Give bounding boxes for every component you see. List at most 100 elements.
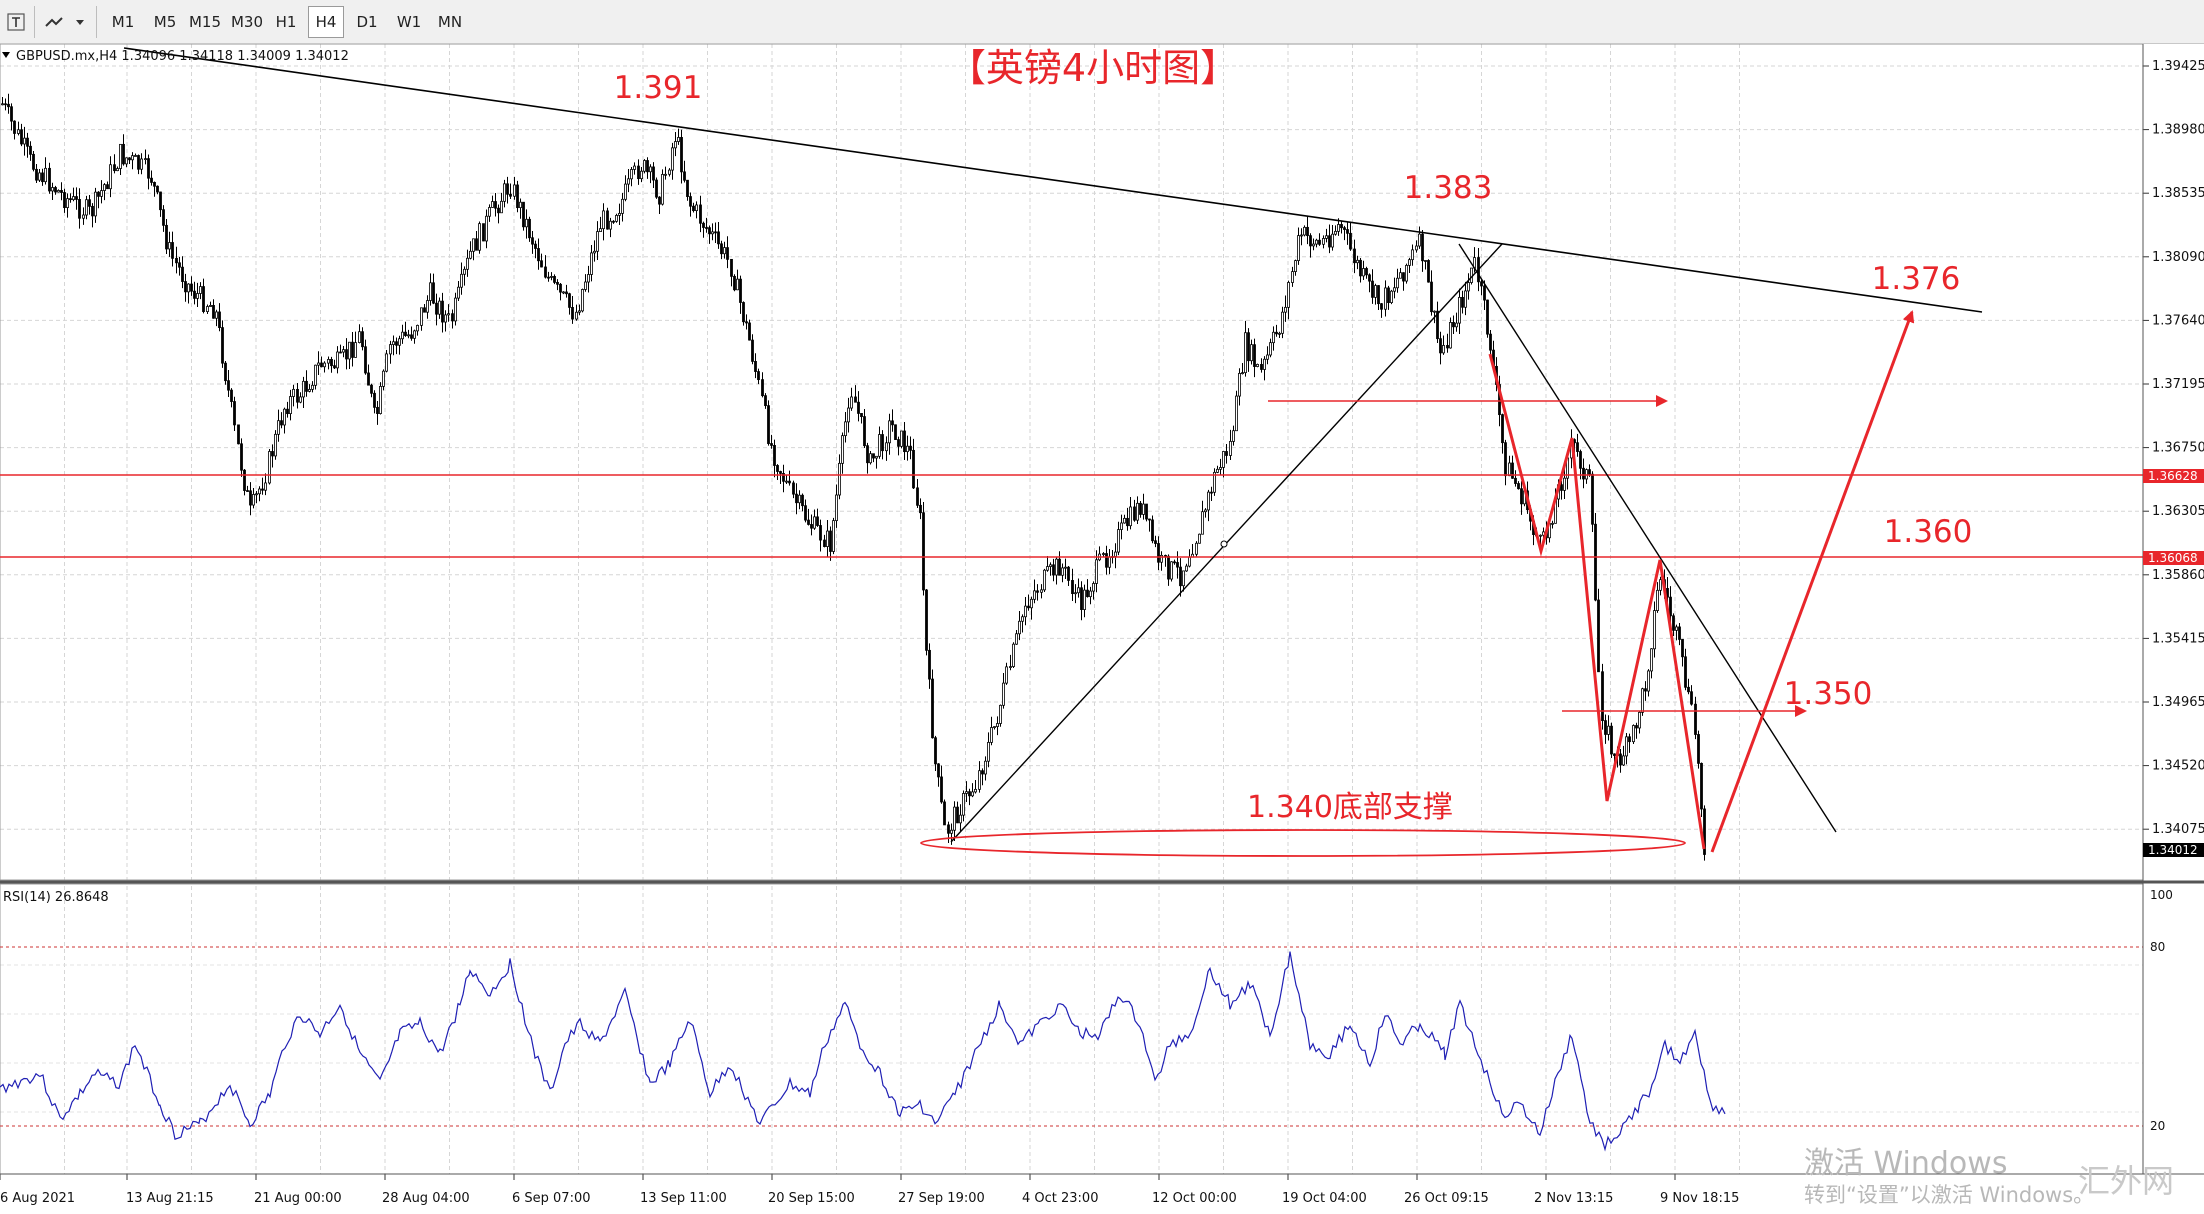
candle-body — [640, 170, 643, 180]
candle-body — [1613, 753, 1616, 756]
candle-body — [475, 238, 478, 251]
candle-body — [1644, 688, 1647, 692]
candle-body — [730, 258, 733, 277]
candle-body — [854, 396, 857, 403]
trendline-handle[interactable] — [1220, 540, 1228, 548]
label-support-1340: 1.340底部支撑 — [1247, 790, 1453, 825]
candle-body — [1337, 224, 1340, 232]
candle-body — [1511, 462, 1514, 479]
candle-body — [1201, 511, 1204, 535]
candle-body — [925, 589, 928, 651]
candle-body — [224, 362, 227, 382]
candle-body — [1294, 260, 1297, 272]
candle-body — [255, 493, 258, 496]
candle-body — [1058, 558, 1061, 576]
candle-body — [544, 266, 547, 278]
candle-body — [959, 814, 962, 824]
wave-pattern-path[interactable] — [1488, 353, 1706, 850]
candle-body — [509, 193, 512, 197]
timeframe-button-w1[interactable]: W1 — [396, 13, 422, 31]
candle-body — [649, 166, 652, 173]
candle-body — [804, 505, 807, 521]
candle-body — [866, 445, 869, 464]
text-tool-icon[interactable] — [4, 6, 28, 38]
candle-body — [596, 231, 599, 252]
candle-body — [1628, 736, 1631, 743]
candle-body — [770, 443, 773, 446]
candle-body — [655, 179, 658, 198]
candle-body — [1108, 556, 1111, 568]
candle-body — [1297, 235, 1300, 262]
candle-body — [537, 248, 540, 262]
candle-body — [1622, 755, 1625, 766]
timeframe-button-m5[interactable]: M5 — [153, 13, 177, 31]
candle-body — [1123, 517, 1126, 524]
candle-body — [193, 290, 196, 299]
candle-body — [711, 231, 714, 235]
candle-body — [897, 439, 900, 447]
candle-body — [643, 160, 646, 172]
candle-body — [637, 165, 640, 180]
candle-body — [491, 201, 494, 208]
projected-rise-arrow[interactable] — [1710, 310, 1915, 853]
candle-body — [1681, 639, 1684, 658]
support-ellipse[interactable] — [920, 829, 1686, 857]
candle-body — [1675, 626, 1678, 631]
candle-body — [48, 167, 51, 192]
time-tick: 9 Nov 18:15 — [1660, 1191, 1739, 1206]
candle-body — [10, 106, 13, 122]
draw-tools-icon[interactable] — [40, 6, 88, 38]
candle-body — [13, 120, 16, 134]
time-axis[interactable]: 6 Aug 2021 13 Aug 21:15 21 Aug 00:00 28 Aug… — [0, 1173, 2204, 1206]
candle-body — [382, 370, 385, 387]
candle-body — [75, 196, 78, 200]
candle-body — [1418, 233, 1421, 247]
time-tick: 2 Nov 13:15 — [1534, 1191, 1613, 1206]
candle-body — [919, 504, 922, 514]
candle-body — [553, 276, 556, 283]
candle-body — [937, 763, 940, 778]
timeframe-button-h1[interactable]: H1 — [275, 13, 297, 31]
candle-body — [757, 371, 760, 381]
candle-body — [333, 365, 336, 369]
candle-body — [209, 305, 212, 307]
candle-body — [1275, 331, 1278, 335]
candle-body — [190, 283, 193, 292]
candle-body — [1625, 736, 1628, 757]
candle-body — [1157, 543, 1160, 563]
candle-body — [389, 344, 392, 355]
timeframe-button-m15[interactable]: M15 — [188, 13, 222, 31]
timeframe-button-m1[interactable]: M1 — [111, 13, 135, 31]
candle-body — [218, 311, 221, 328]
level-tag-136068 — [2143, 551, 2204, 565]
candle-body — [1216, 468, 1219, 473]
timeframe-button-mn[interactable]: MN — [437, 13, 463, 31]
candle-body — [528, 218, 531, 239]
candle-body — [292, 388, 295, 397]
candle-body — [429, 282, 432, 301]
candle-body — [283, 408, 286, 426]
timeframe-button-d1[interactable]: D1 — [356, 13, 378, 31]
candle-body — [1040, 589, 1043, 593]
timeframe-button-h4[interactable]: H4 — [308, 6, 344, 38]
candle-body — [7, 103, 10, 108]
candle-body — [540, 260, 543, 268]
candle-body — [1253, 344, 1256, 367]
descending-trendline[interactable] — [123, 47, 1983, 313]
candle-body — [451, 313, 454, 322]
candle-body — [714, 231, 717, 234]
candle-body — [404, 331, 407, 336]
candle-body — [1247, 332, 1250, 362]
short-descending-trendline[interactable] — [1458, 243, 1837, 833]
candle-body — [237, 424, 240, 445]
symbol-dropdown-icon[interactable] — [2, 52, 10, 58]
candle-body — [1281, 311, 1284, 334]
price-axis[interactable]: 1.39425 1.38980 1.38535 1.38090 1.37640 1.371… — [2142, 44, 2204, 1174]
candle-body — [175, 257, 178, 264]
candle-body — [168, 242, 171, 250]
candle-body — [1256, 363, 1259, 367]
candle-body — [457, 286, 460, 299]
timeframe-button-m30[interactable]: M30 — [230, 13, 264, 31]
candle-body — [91, 205, 94, 217]
candle-body — [1009, 666, 1012, 668]
